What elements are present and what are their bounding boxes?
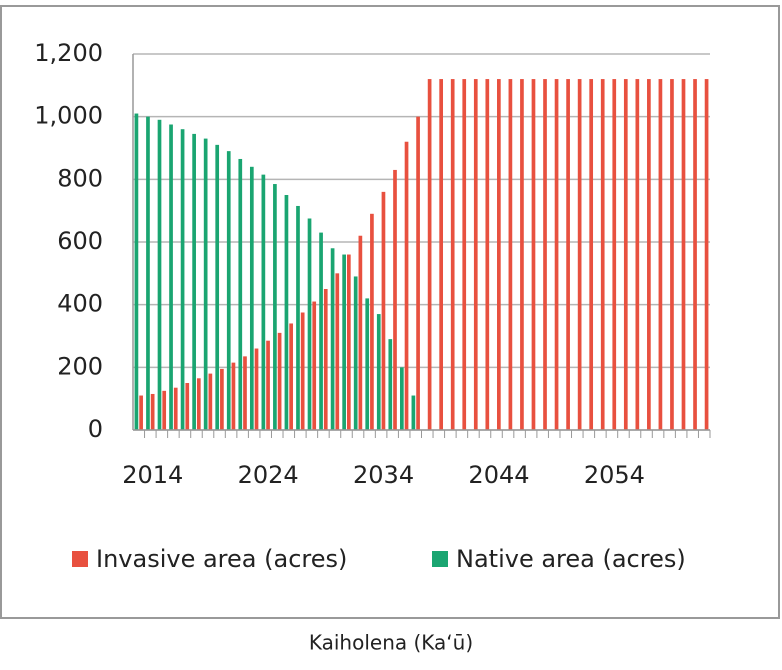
bar	[192, 133, 196, 430]
bar	[139, 395, 143, 430]
bar	[658, 79, 663, 431]
bar	[249, 166, 254, 431]
bar	[220, 368, 224, 430]
bar	[623, 79, 628, 431]
bar	[399, 367, 404, 430]
bar	[393, 169, 397, 430]
bar	[266, 340, 270, 430]
bar	[185, 383, 190, 430]
bar	[243, 356, 247, 430]
bar	[353, 276, 358, 430]
bar	[508, 79, 513, 431]
bar	[162, 390, 167, 430]
bar	[254, 348, 259, 430]
bar	[543, 79, 547, 431]
bar	[312, 301, 317, 430]
x-tick-label: 2054	[584, 461, 645, 489]
bar	[365, 298, 370, 430]
bar	[215, 144, 220, 430]
bar	[693, 79, 697, 431]
bar	[358, 235, 363, 430]
bar	[600, 79, 605, 431]
bar	[647, 79, 651, 431]
bar	[208, 373, 213, 430]
bar	[231, 362, 236, 430]
bar	[289, 323, 293, 430]
bar	[284, 195, 289, 430]
bar	[277, 332, 282, 430]
bar	[307, 218, 312, 430]
legend-swatch	[72, 551, 88, 567]
bar	[157, 119, 162, 431]
bar	[554, 79, 559, 431]
bar	[296, 205, 300, 430]
bar	[173, 387, 178, 430]
bar	[376, 314, 381, 430]
bar	[411, 395, 416, 430]
bar	[681, 79, 686, 431]
bar	[462, 79, 467, 431]
bar	[704, 79, 709, 431]
bar	[226, 151, 231, 430]
y-tick-label: 800	[57, 164, 103, 192]
bar	[150, 393, 155, 430]
bar	[388, 339, 393, 430]
bar	[323, 289, 328, 430]
bar	[497, 79, 501, 431]
bar	[635, 79, 640, 431]
bar	[203, 138, 208, 430]
bar	[238, 158, 243, 430]
y-tick-label: 400	[57, 290, 103, 318]
bar	[330, 248, 335, 430]
bar	[319, 232, 323, 430]
bar	[473, 79, 478, 431]
bar	[520, 79, 524, 431]
legend-label: Invasive area (acres)	[96, 545, 347, 573]
bar	[670, 79, 674, 431]
y-tick-label: 600	[57, 227, 103, 255]
bar	[335, 273, 340, 430]
bar	[439, 79, 444, 431]
chart-frame	[0, 5, 780, 619]
x-tick-label: 2014	[122, 461, 183, 489]
x-tick-label: 2034	[353, 461, 414, 489]
bar	[300, 312, 305, 430]
x-tick-label: 2024	[238, 461, 299, 489]
bar	[612, 79, 617, 431]
bar	[169, 124, 173, 430]
y-tick-label: 1,000	[34, 102, 103, 130]
y-tick-label: 200	[57, 352, 103, 380]
bar	[427, 79, 432, 431]
bar	[196, 378, 201, 430]
bar	[180, 129, 185, 430]
bar	[531, 79, 536, 431]
bar	[416, 116, 420, 431]
x-tick-label: 2044	[468, 461, 529, 489]
bar	[381, 191, 386, 430]
legend-swatch	[432, 551, 448, 567]
caption: Kaiholena (Ka‘ū)	[309, 631, 473, 655]
bar	[450, 79, 455, 431]
bar	[346, 254, 351, 430]
bar	[273, 184, 277, 430]
bar	[485, 79, 490, 431]
legend-label: Native area (acres)	[456, 545, 686, 573]
bar	[261, 174, 266, 430]
bar	[589, 79, 594, 431]
bar	[577, 79, 582, 431]
y-tick-label: 1,200	[34, 39, 103, 67]
bar	[370, 213, 374, 430]
bar	[342, 254, 346, 430]
y-tick-label: 0	[88, 415, 103, 443]
bar	[146, 116, 150, 431]
bar	[566, 79, 570, 431]
bar	[134, 113, 139, 431]
bar	[404, 141, 409, 430]
